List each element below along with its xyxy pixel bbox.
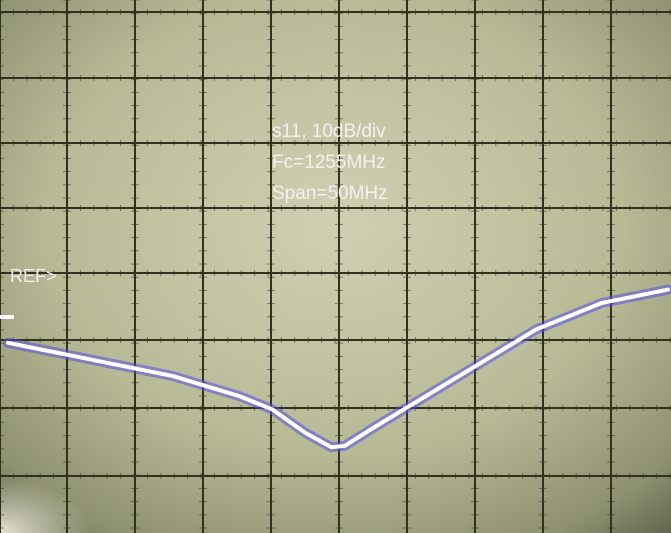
screen-glare — [0, 380, 260, 533]
annotation-span: Span=50MHz — [272, 183, 388, 204]
annotations: s11, 10dB/div Fc=1255MHz Span=50MHz REF> — [10, 121, 388, 286]
trace-line — [6, 287, 670, 450]
trace-layer — [0, 284, 671, 453]
reference-marker-label: REF> — [10, 266, 57, 286]
annotation-scale: s11, 10dB/div — [272, 121, 386, 142]
annotation-center-frequency: Fc=1255MHz — [272, 152, 386, 173]
